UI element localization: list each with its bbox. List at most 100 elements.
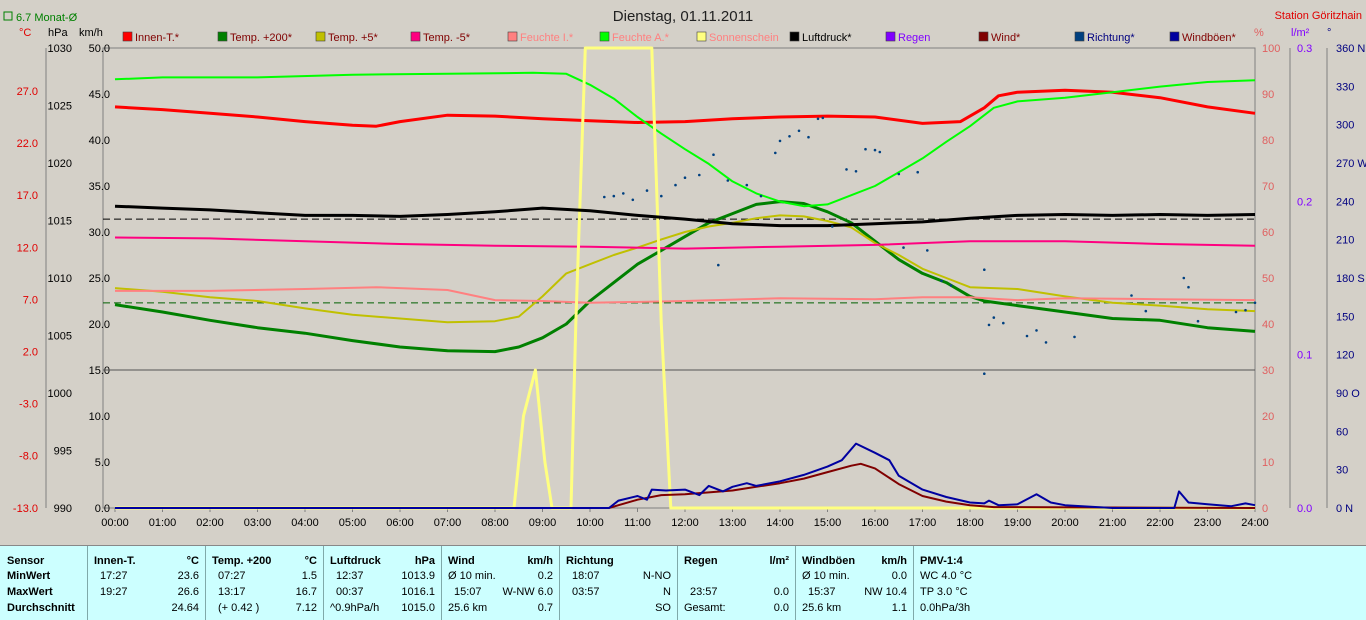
luft-unit: hPa	[414, 555, 435, 567]
degree-tick-label: 120	[1336, 350, 1354, 362]
regen-head: Regen	[684, 555, 718, 567]
innen-avg-value: 24.64	[171, 602, 199, 614]
stats-regen: Regen l/m² 23:57 0.0 Gesamt: 0.0	[678, 546, 796, 620]
boeen-avg-value: 1.1	[891, 602, 907, 614]
legend-label: Windböen*	[1182, 32, 1237, 44]
direction-point	[797, 129, 801, 133]
innen-max-value: 26.6	[177, 586, 199, 598]
direction-point	[902, 246, 905, 249]
boeen-min-note: Ø 10 min.	[802, 570, 850, 582]
legend-label: Feuchte I.*	[520, 32, 574, 44]
series-line	[114, 204, 1256, 228]
legend-swatch	[789, 31, 800, 42]
richtung-min-value: N-NO	[642, 570, 671, 582]
direction-point	[940, 279, 943, 283]
richtung-max-value: N	[663, 586, 671, 598]
luft-avg-note: ^0.9hPa/h	[330, 602, 380, 614]
time-tick-label: 15:00	[814, 517, 842, 529]
temp-min-value: 1.5	[301, 570, 317, 582]
luft-min-value: 1013.9	[401, 570, 435, 582]
degree-tick-label: 30	[1336, 465, 1348, 477]
legend-label: Wind*	[991, 32, 1021, 44]
degree-tick-label: 330	[1336, 81, 1354, 93]
celsius-tick-label: 7.0	[23, 294, 38, 306]
stats-richtung: Richtung 18:07 N-NO 03:57 N SO	[560, 546, 678, 620]
wind-min-value: 0.2	[537, 570, 553, 582]
direction-point	[1044, 341, 1048, 344]
percent-tick-label: 80	[1262, 135, 1274, 147]
wind-max-value: W-NW 6.0	[502, 586, 553, 598]
direction-point	[631, 198, 635, 202]
direction-point	[683, 176, 687, 179]
kmh-tick-label: 15.0	[89, 365, 110, 377]
legend-label: Temp. -5*	[423, 32, 471, 44]
percent-tick-label: 30	[1262, 365, 1274, 377]
kmh-tick-label: 25.0	[89, 273, 110, 285]
hpa-tick-label: 1030	[48, 43, 72, 55]
direction-point	[1244, 308, 1247, 312]
stats-windboeen: Windböen km/h Ø 10 min. 0.0 15:37 NW 10.4 2…	[796, 546, 914, 620]
direction-point	[726, 179, 730, 182]
time-tick-label: 16:00	[861, 517, 889, 529]
time-tick-label: 10:00	[576, 517, 604, 529]
degree-tick-label: 240	[1336, 196, 1354, 208]
richtung-min-time: 18:07	[572, 570, 600, 582]
stats-innen: Innen-T. °C 17:27 23.6 19:27 26.6 24.64	[88, 546, 206, 620]
direction-point	[788, 135, 791, 138]
direction-point	[698, 173, 701, 177]
boeen-unit: km/h	[881, 555, 907, 567]
legend-swatch	[217, 31, 228, 42]
degree-tick-label: 270 W	[1336, 158, 1366, 170]
legend-swatch	[885, 31, 896, 42]
temp-unit: °C	[304, 555, 317, 567]
boeen-max-time: 15:37	[808, 586, 836, 598]
regen-total-label: Gesamt:	[684, 602, 726, 614]
unit-hpa: hPa	[48, 27, 68, 39]
innen-unit: °C	[186, 555, 199, 567]
direction-point	[983, 372, 986, 376]
celsius-tick-label: 2.0	[23, 347, 38, 359]
unit-percent: %	[1254, 27, 1264, 39]
innen-max-time: 19:27	[100, 586, 128, 598]
series-line	[114, 214, 1256, 324]
degree-tick-label: 60	[1336, 426, 1348, 438]
direction-point	[622, 192, 625, 195]
direction-point	[745, 183, 749, 187]
time-tick-label: 08:00	[481, 517, 509, 529]
legend-label: Sonnenschein	[709, 32, 779, 44]
axes-layer: 27.022.017.012.07.02.0-3.0-8.0-13.010301…	[13, 43, 1366, 529]
hpa-tick-label: 1010	[48, 273, 72, 285]
direction-point	[987, 323, 991, 327]
hpa-tick-label: 1020	[48, 158, 72, 170]
stats-wind: Wind km/h Ø 10 min. 0.2 15:07 W-NW 6.0 25.6…	[442, 546, 560, 620]
month-avg-checkbox[interactable]	[3, 11, 13, 21]
celsius-tick-label: -8.0	[19, 451, 38, 463]
wind-min-note: Ø 10 min.	[448, 570, 496, 582]
regen-max-time: 23:57	[690, 586, 718, 598]
innen-min-time: 17:27	[100, 570, 128, 582]
percent-tick-label: 60	[1262, 227, 1274, 239]
time-tick-label: 14:00	[766, 517, 794, 529]
degree-tick-label: 90 O	[1336, 388, 1360, 400]
pmv-tp: TP 3.0 °C	[920, 586, 968, 598]
kmh-tick-label: 50.0	[89, 43, 110, 55]
boeen-avg-note: 25.6 km	[802, 602, 842, 614]
direction-point	[612, 194, 616, 198]
label-min: MinWert	[7, 570, 51, 582]
direction-point	[1002, 321, 1005, 325]
temp-max-value: 16.7	[295, 586, 317, 598]
kmh-tick-label: 35.0	[89, 181, 110, 193]
legend-label: Temp. +200*	[230, 32, 293, 44]
hpa-tick-label: 1015	[48, 216, 72, 228]
percent-tick-label: 10	[1262, 457, 1274, 469]
legend-swatch	[696, 31, 707, 42]
stats-pmv: PMV-1:4 WC 4.0 °C TP 3.0 °C 0.0hPa/3h	[914, 546, 1014, 620]
percent-tick-label: 90	[1262, 89, 1274, 101]
legend-label: Richtung*	[1087, 32, 1135, 44]
luft-avg-value: 1015.0	[401, 602, 435, 614]
regen-max-value: 0.0	[773, 586, 789, 598]
direction-point	[717, 263, 720, 267]
direction-point	[845, 168, 848, 171]
time-tick-label: 05:00	[339, 517, 367, 529]
richtung-max-time: 03:57	[572, 586, 600, 598]
